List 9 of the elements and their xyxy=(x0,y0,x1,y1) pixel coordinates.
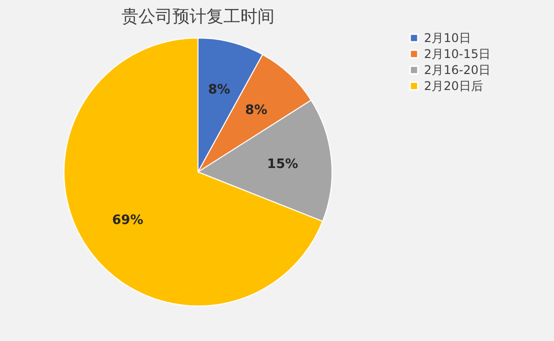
data-label: 15% xyxy=(267,157,298,172)
legend-label: 2月10日 xyxy=(424,31,471,45)
chart-title: 贵公司预计复工时间 xyxy=(122,7,274,27)
data-label: 69% xyxy=(112,212,144,228)
legend-label: 2月16-20日 xyxy=(424,63,491,77)
data-label: 8% xyxy=(208,82,230,98)
legend-label: 2月20日后 xyxy=(424,79,483,93)
data-label: 8% xyxy=(245,103,268,118)
legend-label: 2月10-15日 xyxy=(424,47,491,61)
